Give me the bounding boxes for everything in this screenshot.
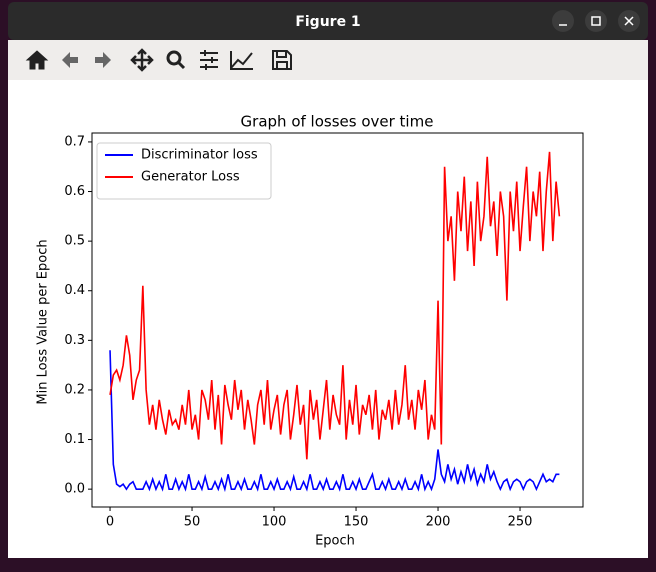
y-tick-label: 0.7 [64,134,85,149]
chart-title: Graph of losses over time [241,113,434,131]
x-tick-label: 0 [106,515,114,530]
x-tick-label: 200 [426,515,451,530]
line-series [109,151,561,460]
y-tick-label: 0.2 [64,382,85,397]
y-tick-label: 0.3 [64,333,85,348]
legend-label: Discriminator loss [141,148,258,163]
edit-axis-button[interactable] [230,51,253,70]
y-tick-label: 0.1 [64,432,85,447]
zoom-button[interactable] [166,50,186,70]
x-tick-label: 100 [262,515,287,530]
y-tick-label: 0.6 [64,184,85,199]
y-tick-label: 0.4 [64,283,85,298]
plot-frame [91,132,584,508]
close-icon [624,16,634,26]
home-button[interactable] [25,50,49,70]
legend-box [96,142,272,200]
configure-button[interactable] [200,50,218,70]
minimize-button[interactable] [552,10,574,32]
maximize-button[interactable] [585,10,607,32]
x-tick-label: 250 [508,515,533,530]
pan-button[interactable] [130,48,154,72]
save-button[interactable] [272,50,292,70]
toolbar-icons [25,48,292,72]
x-axis-label: Epoch [315,534,355,549]
title-bar [8,2,648,40]
maximize-icon [591,16,601,26]
legend-label: Generator Loss [141,170,240,185]
y-tick-label: 0.0 [64,482,85,497]
back-button[interactable] [62,52,78,68]
x-tick-label: 150 [344,515,369,530]
y-axis-label: Min Loss Value per Epoch [36,239,51,404]
x-tick-label: 50 [184,515,201,530]
window-title: Figure 1 [295,14,360,30]
toolbar [8,40,648,80]
forward-button[interactable] [95,52,111,68]
y-tick-label: 0.5 [64,234,85,249]
line-series [109,350,560,493]
